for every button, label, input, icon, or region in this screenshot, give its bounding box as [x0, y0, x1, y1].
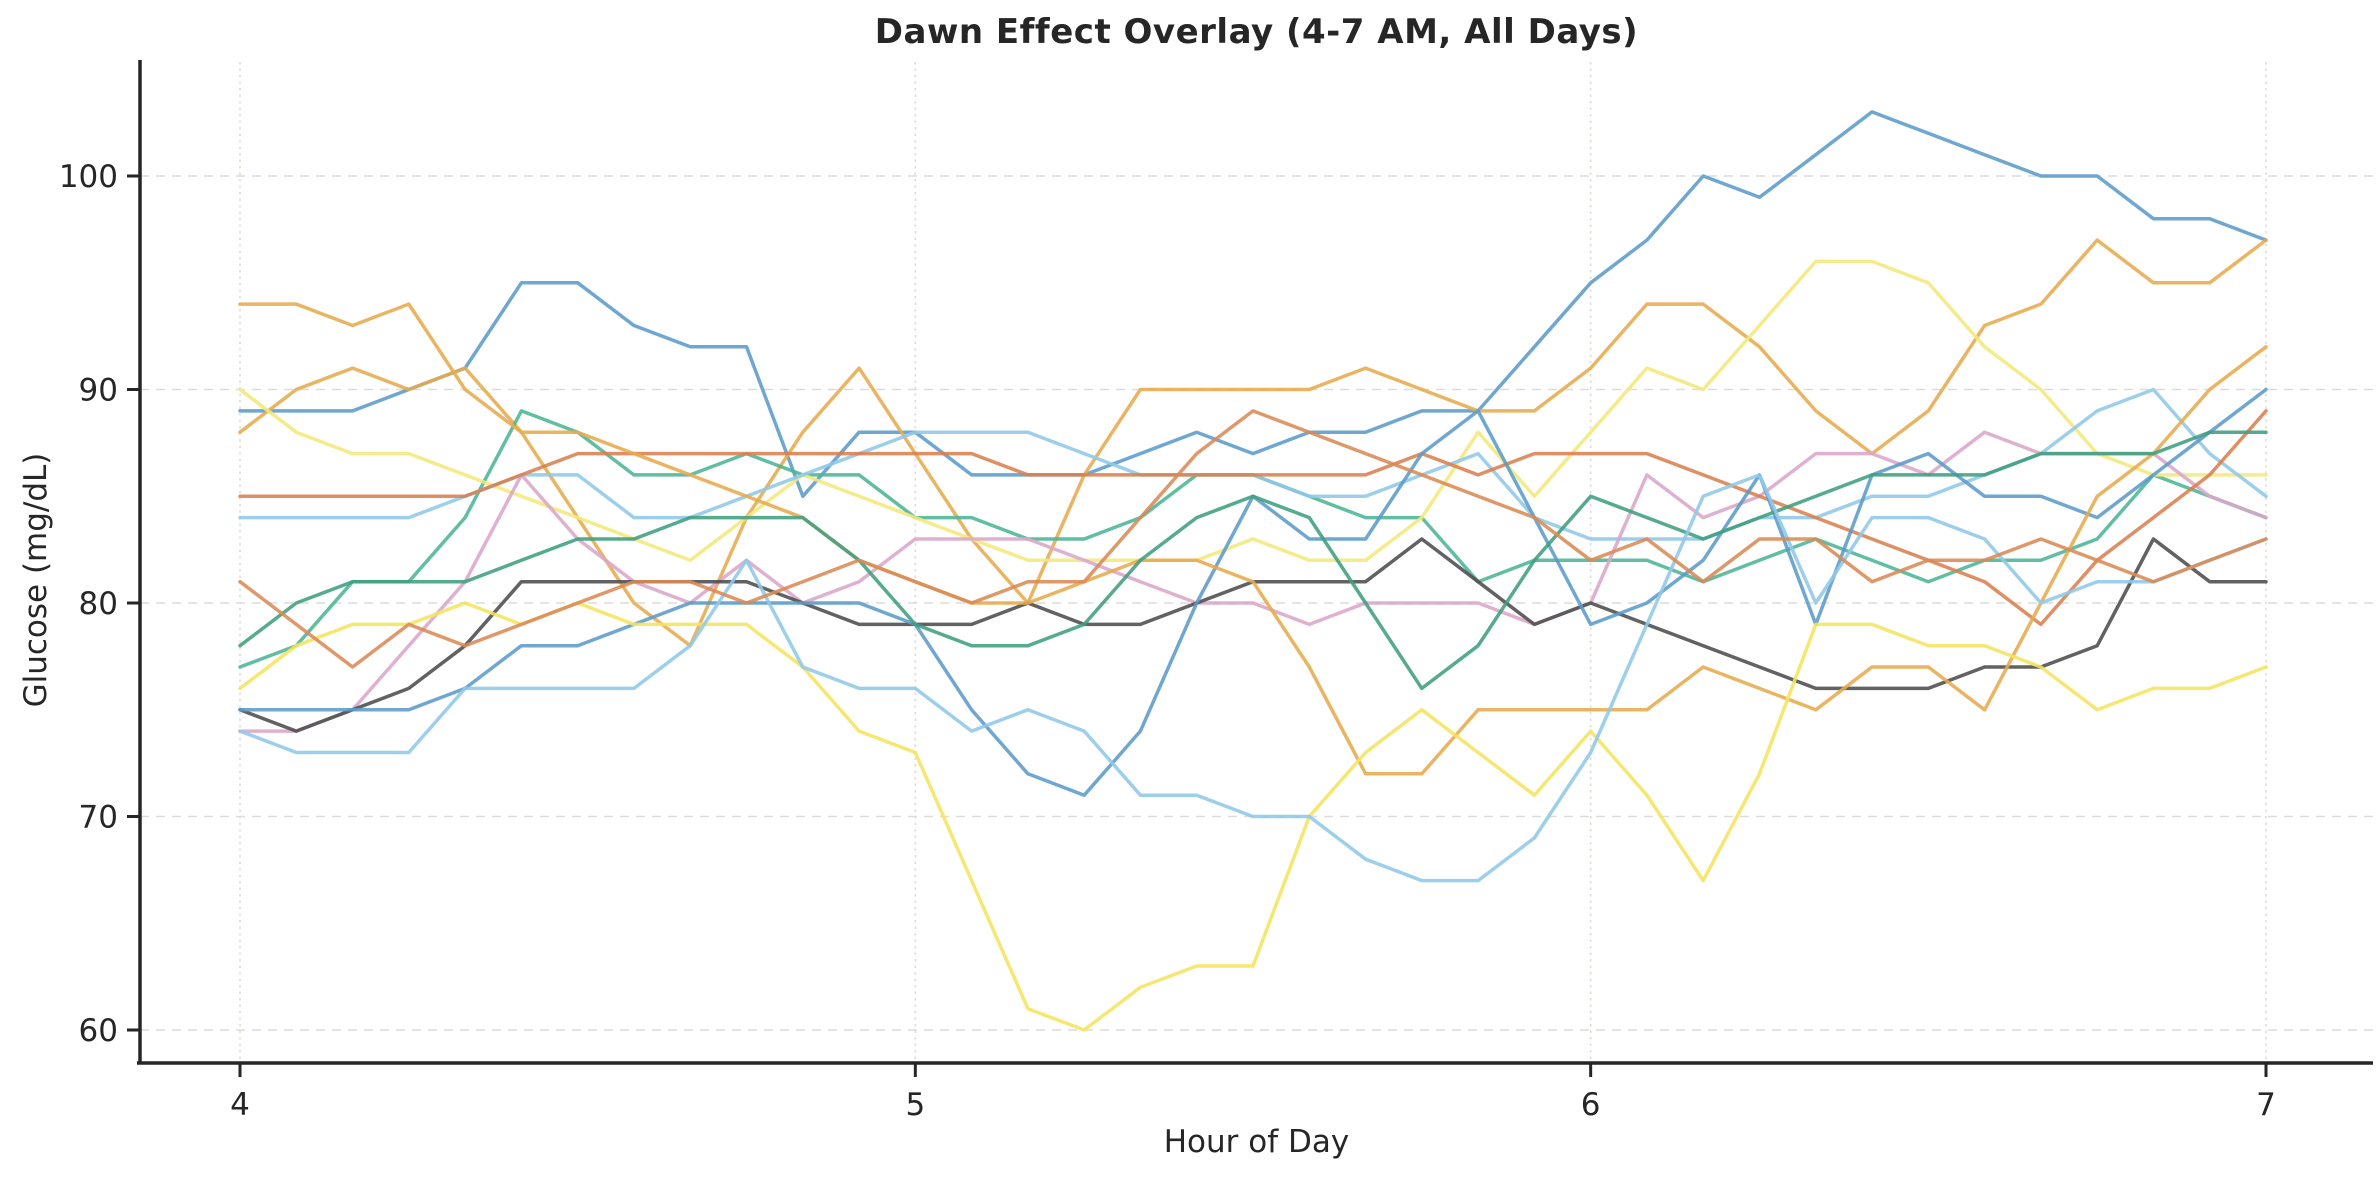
day-line-8: [238, 409, 2268, 627]
y-tick-label: 70: [79, 800, 118, 836]
day-line-14: [238, 409, 2268, 669]
y-tick-label: 60: [79, 1013, 118, 1049]
y-tick-label: 80: [79, 586, 118, 622]
y-tick-label: 90: [79, 373, 118, 409]
day-line-11: [238, 430, 2268, 691]
day-line-1: [238, 110, 2268, 499]
day-line-10: [238, 302, 2268, 776]
y-tick-label: 100: [59, 159, 118, 195]
x-tick-label: 6: [1581, 1087, 1601, 1123]
x-tick-label: 5: [905, 1087, 925, 1123]
chart-title: Dawn Effect Overlay (4-7 AM, All Days): [874, 12, 1639, 52]
day-line-13: [238, 473, 2268, 883]
x-tick-label: 4: [230, 1087, 250, 1123]
x-axis-label: Hour of Day: [1163, 1124, 1350, 1160]
x-tick-label: 7: [2256, 1087, 2276, 1123]
day-line-4: [238, 259, 2268, 563]
